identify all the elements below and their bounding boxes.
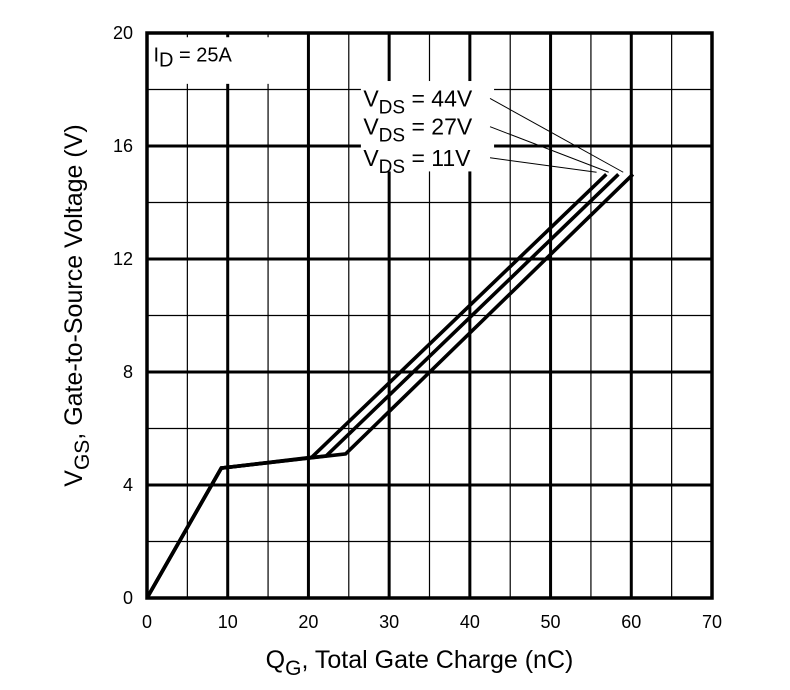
leader-line-2 (489, 157, 597, 173)
legend-main: V (363, 114, 379, 140)
legend-main: V (363, 145, 379, 171)
x-tick-label: 10 (218, 612, 238, 632)
x-tick-label: 50 (541, 612, 561, 632)
legend-sub: DS (379, 126, 405, 147)
x-axis-title: QG, Total Gate Charge (nC) (266, 646, 574, 680)
legend-rest: = 44V (405, 85, 473, 111)
leader-line-1 (489, 126, 609, 173)
legend: VDS = 44V VDS = 27V VDS = 11V (363, 85, 473, 177)
condition-label-box (151, 37, 275, 84)
legend-rest: = 11V (405, 145, 471, 171)
legend-main: V (363, 85, 379, 111)
series-line-2 (145, 173, 608, 599)
y-tick-labels: 0 4 8 12 16 20 (113, 23, 133, 608)
x-tick-label: 20 (298, 612, 318, 632)
series-lines (145, 173, 635, 599)
condition-sub: D (159, 49, 173, 71)
x-tick-label: 0 (142, 612, 152, 632)
y-axis-title-main: V (60, 470, 88, 487)
x-tick-label: 70 (702, 612, 722, 632)
y-tick-label: 8 (123, 362, 133, 382)
y-tick-label: 16 (113, 136, 133, 156)
y-tick-label: 20 (113, 23, 133, 43)
legend-sub: DS (379, 97, 405, 118)
x-tick-labels: 0 10 20 30 40 50 60 70 (142, 612, 722, 632)
legend-entry-vds-27v: VDS = 27V (363, 114, 473, 147)
y-axis-title-sub: GS (71, 440, 94, 470)
y-tick-label: 12 (113, 249, 133, 269)
condition-label: ID = 25A (153, 44, 232, 71)
x-axis-title-main: Q (266, 646, 285, 674)
legend-box (360, 81, 495, 172)
legend-sub: DS (379, 157, 405, 178)
minor-grid (147, 33, 712, 598)
x-tick-label: 60 (621, 612, 641, 632)
condition-rest: = 25A (173, 44, 232, 66)
y-axis-title: VGS, Gate-to-Source Voltage (V) (60, 124, 94, 486)
legend-entry-vds-44v: VDS = 44V (363, 85, 473, 118)
x-axis-title-sub: G (285, 657, 301, 680)
legend-rest: = 27V (405, 114, 473, 140)
y-tick-label: 4 (123, 475, 133, 495)
y-tick-label: 0 (123, 588, 133, 608)
legend-leader-lines (489, 98, 624, 173)
x-tick-label: 30 (379, 612, 399, 632)
x-axis-title-rest: , Total Gate Charge (nC) (301, 646, 573, 674)
legend-entry-vds-11v: VDS = 11V (363, 145, 471, 178)
leader-line-0 (489, 98, 624, 173)
x-tick-label: 40 (460, 612, 480, 632)
y-axis-title-rest: , Gate-to-Source Voltage (V) (60, 124, 88, 439)
plot-frame (145, 31, 714, 600)
condition-main: I (153, 44, 159, 66)
